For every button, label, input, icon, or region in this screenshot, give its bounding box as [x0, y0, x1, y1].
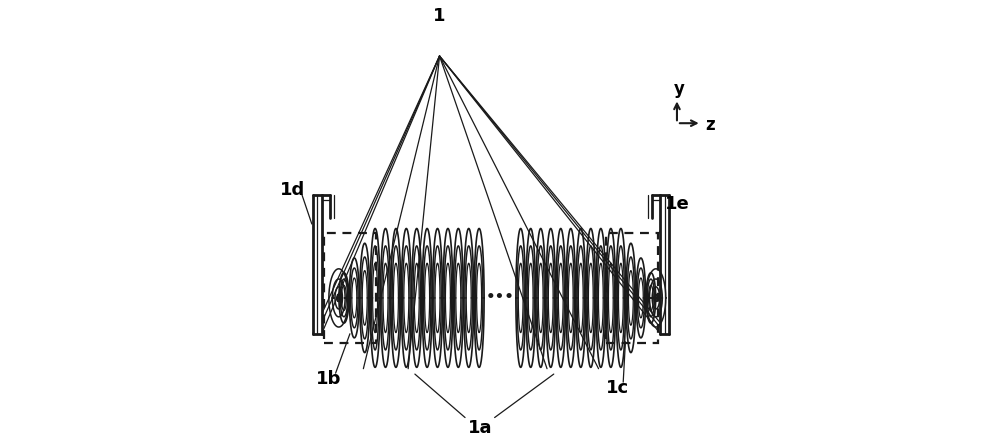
Text: 1c: 1c	[606, 379, 629, 396]
Text: 1: 1	[433, 7, 446, 25]
Text: 1b: 1b	[316, 370, 342, 388]
Text: 1d: 1d	[280, 181, 306, 199]
Polygon shape	[313, 195, 322, 334]
Text: 1e: 1e	[665, 195, 689, 213]
Bar	[606, 233, 658, 343]
Text: 1a: 1a	[468, 419, 492, 437]
Text: ···: ···	[486, 284, 514, 311]
Text: z: z	[705, 116, 714, 134]
Text: y: y	[674, 80, 685, 98]
Bar	[324, 233, 376, 343]
Polygon shape	[660, 195, 669, 334]
